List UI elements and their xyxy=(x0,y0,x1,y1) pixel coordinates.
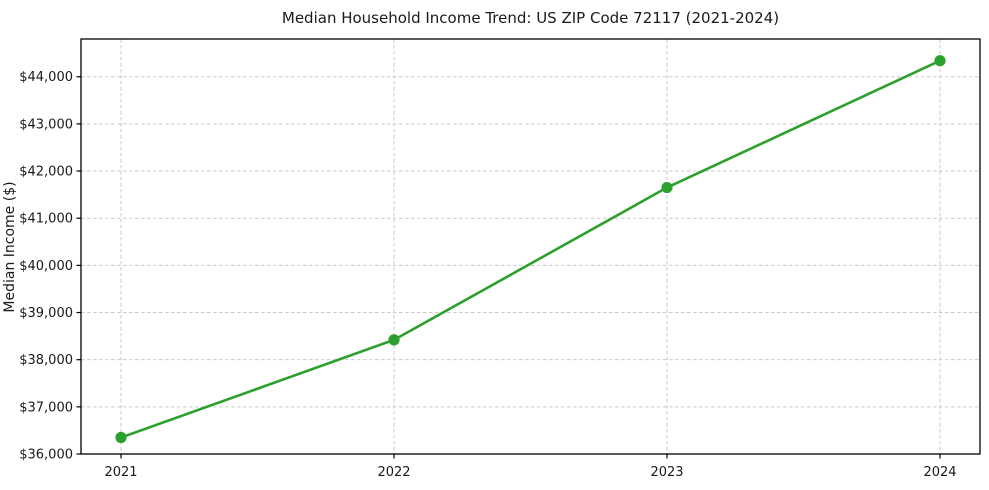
y-tick-label: $37,000 xyxy=(19,400,73,415)
data-point-marker xyxy=(388,334,400,346)
x-tick-label: 2022 xyxy=(377,465,410,480)
series-line xyxy=(119,59,942,439)
data-point-marker xyxy=(661,181,673,194)
x-tick-label: 2021 xyxy=(104,465,137,480)
y-tick-label: $40,000 xyxy=(19,259,73,274)
y-tick-label: $42,000 xyxy=(19,165,73,180)
y-tick-label: $39,000 xyxy=(19,306,73,321)
x-tick-label: 2024 xyxy=(923,465,956,480)
y-tick-label: $38,000 xyxy=(19,353,73,368)
x-tick-label: 2023 xyxy=(650,465,683,480)
data-point-marker xyxy=(934,55,946,67)
axes-spines xyxy=(80,38,981,455)
y-tick-label: $36,000 xyxy=(19,448,73,463)
y-tick-label: $44,000 xyxy=(19,70,73,85)
y-tick-label: $43,000 xyxy=(19,117,73,132)
plot-area xyxy=(81,39,980,454)
y-tick-label: $41,000 xyxy=(19,212,73,227)
data-point-marker xyxy=(115,431,127,444)
chart-title: Median Household Income Trend: US ZIP Co… xyxy=(281,9,780,27)
